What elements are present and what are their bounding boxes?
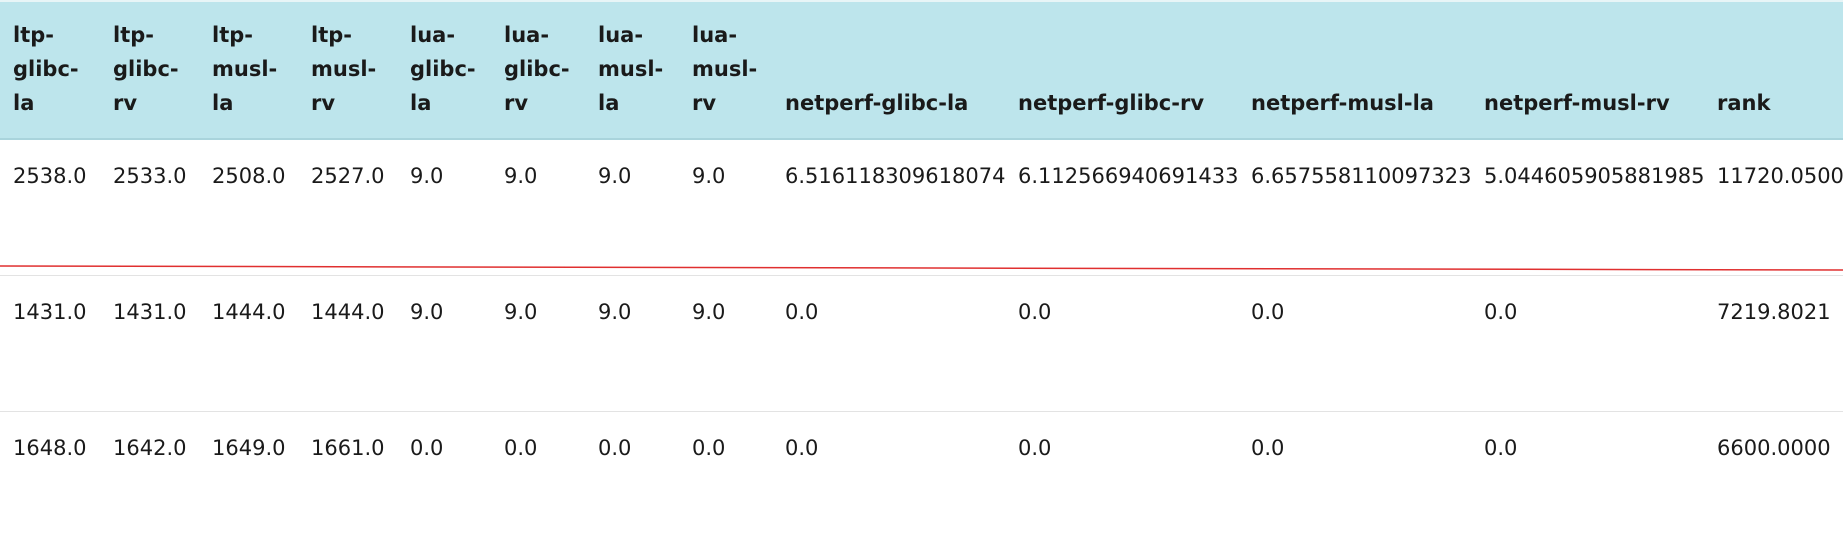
table-cell-netperf-glibc-la: 0.0 bbox=[772, 411, 1005, 544]
column-header-line: ltp- bbox=[311, 23, 352, 47]
table-row: 2538.0 2533.0 2508.0 2527.0 9.0 9.0 9.0 9.0 6.51… bbox=[0, 139, 1843, 276]
table-body: 2538.0 2533.0 2508.0 2527.0 9.0 9.0 9.0 9.0 6.51… bbox=[0, 139, 1843, 544]
column-header-line: lua- bbox=[504, 23, 550, 47]
table-cell-lua-glibc-rv: 9.0 bbox=[491, 275, 585, 412]
column-header-line: glibc- bbox=[13, 57, 79, 81]
column-header-line: musl- bbox=[212, 57, 278, 81]
table-cell-netperf-musl-rv: 0.0 bbox=[1471, 275, 1704, 412]
column-header-ltp-musl-la[interactable]: ltp-musl-la bbox=[199, 0, 298, 140]
table-cell-ltp-musl-la: 1649.0 bbox=[199, 411, 298, 544]
table-cell-netperf-glibc-la: 0.0 bbox=[772, 275, 1005, 412]
table-cell-netperf-musl-rv: 0.0 bbox=[1471, 411, 1704, 544]
table-cell-rank: 11720.0500 bbox=[1704, 139, 1843, 276]
column-header-label: rank bbox=[1717, 91, 1771, 115]
table-cell-ltp-musl-rv: 2527.0 bbox=[298, 139, 397, 276]
table-cell-lua-musl-rv: 0.0 bbox=[679, 411, 772, 544]
column-header-line: glibc- bbox=[410, 57, 476, 81]
column-header-label: netperf-glibc-la bbox=[785, 91, 969, 115]
column-header-line: glibc- bbox=[504, 57, 570, 81]
table-cell-lua-glibc-rv: 9.0 bbox=[491, 139, 585, 276]
table-cell-netperf-glibc-rv: 0.0 bbox=[1005, 411, 1238, 544]
table-cell-netperf-glibc-la: 6.516118309618074 bbox=[772, 139, 1005, 276]
column-header-line: la bbox=[212, 91, 234, 115]
column-header-line: ltp- bbox=[212, 23, 253, 47]
column-header-rank[interactable]: rank bbox=[1704, 0, 1843, 140]
column-header-line: musl- bbox=[311, 57, 377, 81]
column-header-label: netperf-glibc-rv bbox=[1018, 91, 1205, 115]
table-header-row: ltp-glibc-la ltp-glibc-rv ltp-musl-la ltp-m… bbox=[0, 0, 1843, 140]
column-header-netperf-glibc-la[interactable]: netperf-glibc-la bbox=[772, 0, 1005, 140]
column-header-ltp-glibc-rv[interactable]: ltp-glibc-rv bbox=[100, 0, 199, 140]
column-header-line: musl- bbox=[598, 57, 664, 81]
column-header-lua-musl-la[interactable]: lua-musl-la bbox=[585, 0, 679, 140]
table-cell-lua-musl-rv: 9.0 bbox=[679, 139, 772, 276]
table-row: 1431.0 1431.0 1444.0 1444.0 9.0 9.0 9.0 9.0 0.0 0… bbox=[0, 275, 1843, 412]
column-header-line: glibc- bbox=[113, 57, 179, 81]
column-header-label: netperf-musl-la bbox=[1251, 91, 1434, 115]
column-header-lua-glibc-la[interactable]: lua-glibc-la bbox=[397, 0, 491, 140]
table-cell-ltp-glibc-rv: 1642.0 bbox=[100, 411, 199, 544]
column-header-lua-glibc-rv[interactable]: lua-glibc-rv bbox=[491, 0, 585, 140]
table-cell-lua-glibc-la: 9.0 bbox=[397, 275, 491, 412]
column-header-line: musl- bbox=[692, 57, 758, 81]
column-header-line: lua- bbox=[598, 23, 644, 47]
column-header-lua-musl-rv[interactable]: lua-musl-rv bbox=[679, 0, 772, 140]
column-header-line: rv bbox=[504, 91, 529, 115]
column-header-line: lua- bbox=[692, 23, 738, 47]
column-header-netperf-musl-la[interactable]: netperf-musl-la bbox=[1238, 0, 1471, 140]
table-cell-ltp-glibc-rv: 2533.0 bbox=[100, 139, 199, 276]
column-header-ltp-glibc-la[interactable]: ltp-glibc-la bbox=[0, 0, 100, 140]
table-cell-ltp-glibc-la: 1648.0 bbox=[0, 411, 100, 544]
table-cell-lua-musl-la: 9.0 bbox=[585, 275, 679, 412]
column-header-ltp-musl-rv[interactable]: ltp-musl-rv bbox=[298, 0, 397, 140]
table-cell-netperf-musl-la: 0.0 bbox=[1238, 275, 1471, 412]
table-cell-ltp-glibc-la: 2538.0 bbox=[0, 139, 100, 276]
table-cell-lua-musl-la: 9.0 bbox=[585, 139, 679, 276]
table-cell-netperf-musl-la: 0.0 bbox=[1238, 411, 1471, 544]
column-header-line: ltp- bbox=[13, 23, 54, 47]
column-header-label: netperf-musl-rv bbox=[1484, 91, 1670, 115]
column-header-line: ltp- bbox=[113, 23, 154, 47]
table-cell-lua-musl-la: 0.0 bbox=[585, 411, 679, 544]
table-cell-ltp-musl-la: 1444.0 bbox=[199, 275, 298, 412]
column-header-line: rv bbox=[113, 91, 138, 115]
table-cell-netperf-musl-rv: 5.044605905881985 bbox=[1471, 139, 1704, 276]
table-cell-lua-glibc-rv: 0.0 bbox=[491, 411, 585, 544]
table-cell-lua-glibc-la: 0.0 bbox=[397, 411, 491, 544]
table-cell-ltp-glibc-la: 1431.0 bbox=[0, 275, 100, 412]
column-header-line: lua- bbox=[410, 23, 456, 47]
column-header-line: rv bbox=[692, 91, 717, 115]
table-cell-netperf-musl-la: 6.657558110097323 bbox=[1238, 139, 1471, 276]
table-cell-ltp-musl-rv: 1444.0 bbox=[298, 275, 397, 412]
column-header-line: rv bbox=[311, 91, 336, 115]
column-header-netperf-musl-rv[interactable]: netperf-musl-rv bbox=[1471, 0, 1704, 140]
table-cell-rank: 7219.8021 bbox=[1704, 275, 1843, 412]
column-header-line: la bbox=[410, 91, 432, 115]
table-row: 1648.0 1642.0 1649.0 1661.0 0.0 0.0 0.0 0.0 0.0 0… bbox=[0, 411, 1843, 544]
table-cell-lua-musl-rv: 9.0 bbox=[679, 275, 772, 412]
table-cell-ltp-glibc-rv: 1431.0 bbox=[100, 275, 199, 412]
table-cell-netperf-glibc-rv: 6.112566940691433 bbox=[1005, 139, 1238, 276]
table-cell-ltp-musl-la: 2508.0 bbox=[199, 139, 298, 276]
table-cell-ltp-musl-rv: 1661.0 bbox=[298, 411, 397, 544]
table-cell-netperf-glibc-rv: 0.0 bbox=[1005, 275, 1238, 412]
column-header-line: la bbox=[598, 91, 620, 115]
table-cell-lua-glibc-la: 9.0 bbox=[397, 139, 491, 276]
column-header-netperf-glibc-rv[interactable]: netperf-glibc-rv bbox=[1005, 0, 1238, 140]
table-cell-rank: 6600.0000 bbox=[1704, 411, 1843, 544]
column-header-line: la bbox=[13, 91, 35, 115]
